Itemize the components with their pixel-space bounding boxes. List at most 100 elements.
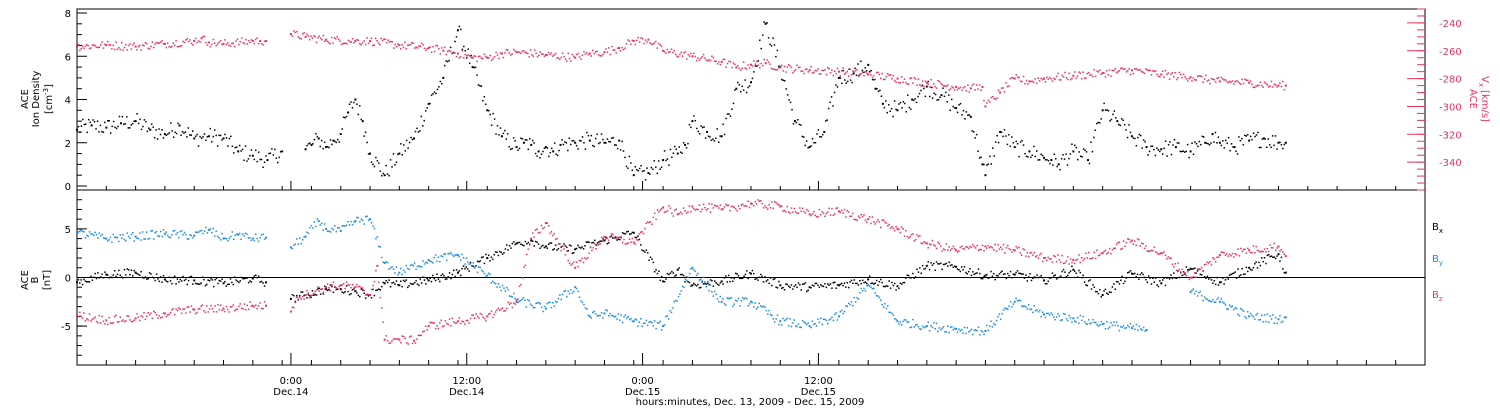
data-point — [663, 50, 666, 53]
data-point — [436, 325, 438, 327]
data-point — [99, 322, 102, 324]
data-point — [123, 46, 126, 49]
data-point — [1218, 80, 1221, 83]
data-point — [132, 231, 134, 234]
data-point — [463, 45, 465, 48]
data-point — [556, 154, 559, 157]
data-point — [1235, 253, 1238, 256]
data-point — [149, 128, 152, 131]
data-point — [753, 204, 755, 207]
data-point — [231, 306, 233, 308]
data-point — [178, 281, 180, 283]
data-point — [313, 292, 315, 295]
data-point — [411, 41, 413, 44]
data-point — [1177, 262, 1179, 264]
data-point — [213, 235, 216, 237]
data-point — [133, 42, 135, 44]
data-point — [446, 50, 449, 53]
data-point — [144, 42, 147, 44]
data-point — [986, 324, 988, 327]
data-point — [162, 137, 165, 139]
data-point — [720, 208, 723, 211]
data-point — [786, 283, 789, 286]
data-point — [868, 275, 871, 278]
data-point — [150, 312, 152, 315]
data-point — [446, 322, 448, 325]
data-point — [1107, 327, 1109, 330]
data-point — [356, 292, 358, 294]
data-point — [593, 145, 595, 148]
data-point — [873, 79, 875, 81]
data-point — [1184, 273, 1186, 276]
data-point — [556, 57, 558, 59]
data-point — [108, 277, 110, 279]
data-point — [1170, 257, 1172, 259]
data-point — [1195, 79, 1197, 81]
data-point — [783, 65, 786, 68]
data-point — [725, 304, 727, 306]
data-point — [434, 254, 437, 256]
data-point — [388, 41, 391, 43]
data-point — [378, 245, 380, 248]
data-point — [172, 42, 175, 44]
data-point — [1254, 251, 1256, 254]
data-point — [215, 44, 217, 47]
data-point — [702, 203, 705, 206]
data-point — [1104, 76, 1107, 78]
data-point — [704, 282, 706, 285]
data-point — [1227, 136, 1230, 139]
data-point — [789, 65, 791, 67]
data-point — [221, 139, 223, 141]
data-point — [455, 36, 458, 38]
data-point — [88, 281, 91, 283]
data-point — [298, 37, 301, 40]
data-point — [702, 283, 705, 285]
data-point — [940, 245, 942, 247]
data-point — [425, 261, 427, 264]
data-point — [980, 277, 982, 280]
data-point — [91, 44, 94, 46]
data-point — [640, 244, 642, 246]
data-point — [747, 86, 749, 89]
data-point — [938, 243, 941, 245]
data-point — [129, 237, 131, 240]
data-point — [564, 245, 567, 247]
data-point — [695, 285, 698, 287]
data-point — [595, 244, 597, 246]
data-point — [105, 237, 108, 240]
data-point — [454, 52, 456, 54]
data-point — [297, 298, 299, 300]
data-point — [369, 218, 372, 221]
data-point — [172, 136, 175, 138]
data-point — [1125, 71, 1128, 73]
data-point — [632, 320, 635, 323]
data-point — [169, 46, 172, 49]
data-point — [297, 243, 299, 245]
data-point — [970, 246, 973, 249]
data-point — [921, 80, 924, 82]
data-point — [107, 120, 109, 122]
data-point — [708, 58, 710, 61]
data-point — [131, 122, 134, 125]
x-axis-title: hours:minutes, Dec. 13, 2009 - Dec. 15, … — [636, 397, 865, 408]
data-point — [860, 72, 862, 75]
data-point — [515, 51, 518, 54]
data-point — [192, 283, 194, 285]
data-point — [400, 341, 402, 344]
data-point — [207, 41, 210, 44]
data-point — [973, 245, 976, 248]
data-point — [1277, 318, 1280, 321]
data-point — [512, 137, 515, 139]
data-point — [186, 238, 188, 240]
data-point — [877, 284, 879, 286]
data-point — [659, 44, 661, 46]
data-point — [383, 282, 386, 285]
data-point — [930, 262, 932, 264]
data-point — [880, 278, 882, 281]
data-point — [986, 164, 988, 166]
data-point — [719, 63, 722, 66]
data-point — [691, 55, 694, 58]
data-point — [942, 85, 945, 87]
data-point — [417, 131, 420, 133]
data-point — [321, 38, 323, 41]
